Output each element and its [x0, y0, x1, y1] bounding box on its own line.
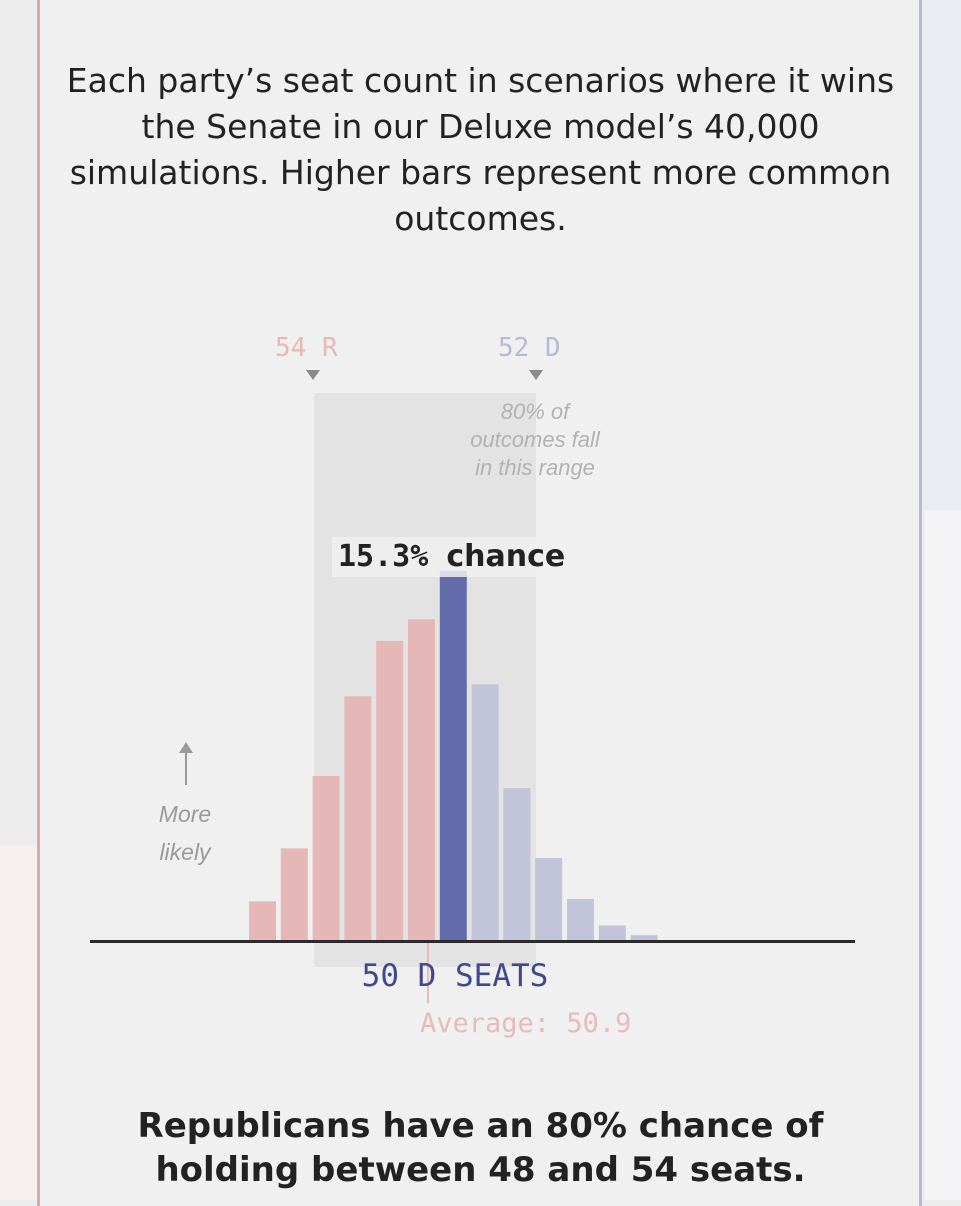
bar-48[interactable] — [376, 640, 404, 940]
up-arrow-stem — [185, 752, 187, 785]
background-left-lower — [0, 845, 37, 1200]
range-low-triangle-icon — [306, 370, 320, 380]
bar-54[interactable] — [567, 899, 594, 940]
average-label: Average: 50.9 — [420, 1008, 631, 1039]
y-axis-label-line-2: likely — [159, 839, 211, 865]
range-note-line-1: 80% of — [500, 399, 570, 424]
bar-56[interactable] — [630, 935, 658, 940]
range-high-label: 52 D — [498, 333, 561, 363]
chart-summary: Republicans have an 80% chance of holdin… — [137, 1106, 824, 1190]
highlight-chance-label: 15.3% chance — [332, 537, 572, 577]
range-low-label: 54 R — [275, 333, 338, 363]
range-high-party: D — [544, 333, 561, 363]
bar-45[interactable] — [280, 848, 308, 940]
average-tick — [427, 943, 429, 1003]
range-low-party: R — [321, 333, 338, 363]
bar-49[interactable] — [408, 619, 435, 940]
range-high-triangle-icon — [529, 370, 543, 380]
background-left — [0, 0, 37, 845]
chart-description: Each party’s seat count in scenarios whe… — [66, 61, 895, 238]
range-high-number: 52 — [498, 333, 530, 363]
bar-55[interactable] — [598, 925, 626, 941]
background-right-lower — [925, 510, 961, 1200]
range-note-line-2: outcomes fall — [470, 427, 600, 452]
x-axis-selected-number: 50 — [361, 958, 399, 994]
bar-50[interactable] — [439, 571, 467, 940]
bar-51[interactable] — [471, 684, 499, 940]
x-axis-selected-suffix: D SEATS — [417, 958, 549, 994]
bar-44[interactable] — [249, 901, 276, 940]
highlight-chance-value: 15.3% — [338, 539, 429, 574]
x-axis-selected-label: 50 D SEATS — [330, 958, 580, 994]
up-arrow-icon — [179, 742, 193, 753]
average-text: Average: — [420, 1008, 551, 1039]
bar-53[interactable] — [535, 858, 563, 940]
range-note: 80% of outcomes fall in this range — [440, 398, 630, 482]
highlight-chance-suffix: chance — [446, 539, 566, 574]
bar-46[interactable] — [312, 776, 340, 940]
y-axis-label: More likely — [145, 795, 225, 871]
bar-52[interactable] — [503, 788, 531, 940]
x-axis-baseline — [90, 940, 855, 943]
background-right — [925, 0, 961, 510]
range-low-number: 54 — [275, 333, 307, 363]
y-axis-label-line-1: More — [158, 801, 212, 827]
average-value: 50.9 — [566, 1008, 632, 1039]
range-note-line-3: in this range — [475, 455, 595, 480]
bar-47[interactable] — [344, 696, 372, 940]
